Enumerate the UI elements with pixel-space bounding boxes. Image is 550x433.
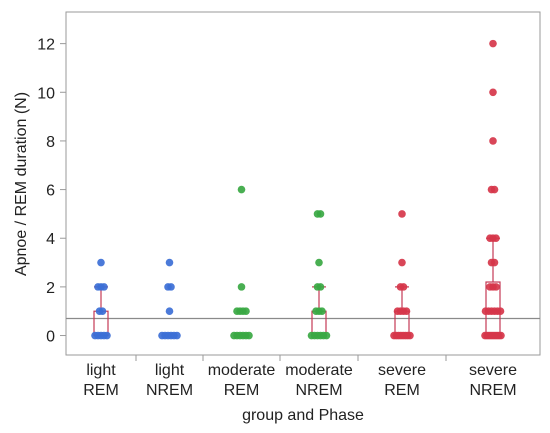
y-tick-label: 4 (46, 231, 55, 248)
x-tick-label: moderate NREM (285, 362, 353, 399)
x-tick-label-line2: NREM (295, 382, 342, 399)
x-tick-label-line1: moderate (285, 362, 353, 379)
box-plots (93, 237, 501, 338)
data-point (173, 331, 181, 340)
data-point (100, 283, 108, 291)
data-point (165, 258, 174, 267)
data-point (97, 258, 105, 267)
y-tick-label: 10 (37, 85, 55, 102)
data-point (402, 307, 411, 316)
data-point (489, 88, 497, 97)
data-point (489, 137, 497, 145)
data-point (398, 210, 406, 218)
y-axis: 0 2 4 6 8 10 12 (37, 37, 66, 346)
data-point (492, 234, 500, 243)
x-tick-label-line2: REM (224, 382, 260, 399)
data-point (489, 39, 497, 48)
x-tick-label-line1: severe (469, 362, 517, 379)
data-point (103, 331, 111, 340)
data-points (91, 39, 505, 340)
x-tick-label-line1: light (86, 362, 116, 379)
data-point (98, 307, 107, 316)
data-point (398, 258, 406, 267)
data-point (167, 283, 175, 291)
y-tick-label: 6 (46, 183, 55, 200)
data-point (318, 307, 326, 316)
data-point (237, 283, 246, 291)
y-tick-label: 8 (46, 134, 55, 151)
x-tick-label-line1: severe (378, 362, 426, 379)
plot-frame (65, 11, 541, 356)
x-axis-title: group and Phase (242, 407, 364, 424)
x-tick-label-line2: NREM (469, 382, 516, 399)
y-tick-label: 12 (37, 37, 55, 54)
data-point (245, 331, 253, 340)
x-tick-label: light REM (83, 362, 119, 399)
data-point (399, 283, 408, 291)
data-point (315, 258, 323, 267)
data-point (496, 307, 505, 316)
data-point (237, 185, 246, 194)
data-point (165, 307, 174, 316)
x-tick-label-line2: NREM (146, 382, 193, 399)
data-point (497, 331, 505, 340)
y-tick-label: 0 (46, 329, 55, 346)
data-point (490, 185, 499, 194)
x-tick-label-line1: moderate (208, 362, 276, 379)
x-tick-label: severe REM (378, 362, 426, 399)
data-point (322, 331, 331, 340)
x-tick-label: light NREM (146, 362, 193, 399)
data-point (492, 283, 500, 291)
x-tick-label-line2: REM (384, 382, 420, 399)
x-tick-label: severe NREM (469, 362, 517, 399)
data-point (490, 258, 499, 267)
y-tick-label: 2 (46, 280, 55, 297)
data-point (316, 210, 325, 218)
x-tick-label-line1: light (155, 362, 185, 379)
x-tick-label: moderate REM (208, 362, 276, 399)
x-tick-label-line2: REM (83, 382, 119, 399)
data-point (242, 307, 250, 316)
y-axis-title: Apnoe / REM duration (N) (13, 92, 30, 276)
data-point (406, 331, 414, 340)
data-point (316, 283, 325, 291)
x-axis: light REM light NREM moderate REM moderate NREM… (83, 355, 517, 399)
